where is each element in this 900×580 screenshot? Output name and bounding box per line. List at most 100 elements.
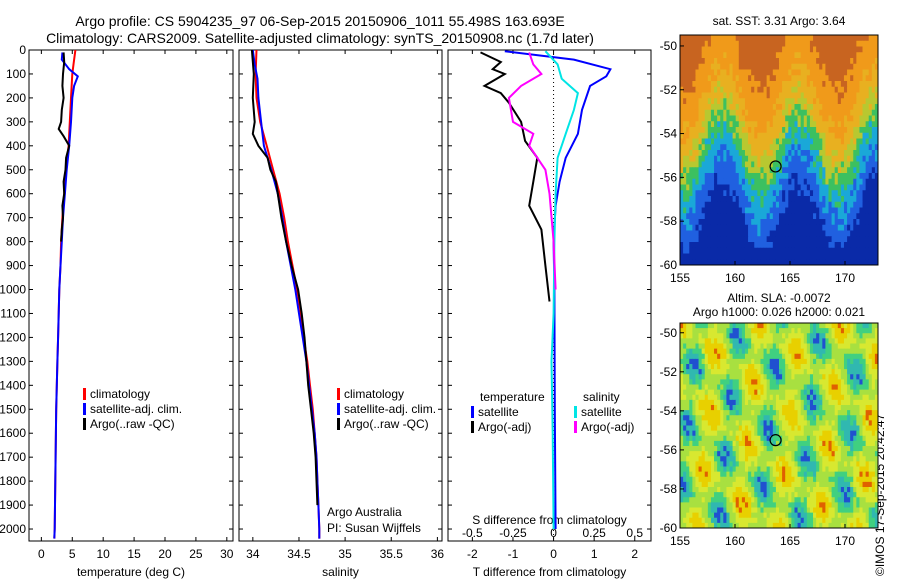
legend-label: climatology — [90, 387, 150, 401]
y-tick-label: 1600 — [0, 426, 26, 440]
legend-label: satellite-adj. clim. — [90, 402, 182, 416]
x-tick-label: 20 — [158, 547, 172, 561]
legend-swatch — [83, 388, 86, 400]
legend-swatch — [337, 403, 340, 415]
y-tick-label: 1300 — [0, 354, 26, 368]
x-axis-label: T difference from climatology — [473, 565, 627, 579]
y-tick-label: -52 — [660, 365, 678, 379]
y-tick-label: 1900 — [0, 498, 26, 512]
x-tick-label: 34.5 — [287, 547, 311, 561]
y-tick-label: 700 — [6, 211, 26, 225]
y-tick-label: -58 — [660, 482, 678, 496]
legend-label: climatology — [344, 387, 404, 401]
x-tick-label: 35 — [338, 547, 352, 561]
s-tick-label: 0.25 — [582, 526, 606, 540]
y-tick-label: 1000 — [0, 283, 26, 297]
legend-label: satellite-adj. clim. — [344, 402, 436, 416]
argo-position-marker — [769, 160, 782, 173]
y-tick-label: 100 — [6, 67, 26, 81]
x-tick-label: 25 — [189, 547, 203, 561]
x-tick-label: 170 — [835, 271, 855, 285]
chart-title-line2: Climatology: CARS2009. Satellite-adjuste… — [46, 30, 594, 46]
x-tick-label: 0 — [38, 547, 45, 561]
x-tick-label: 15 — [127, 547, 141, 561]
series-line-salinity-argo-adj- — [507, 52, 557, 290]
legend-swatch — [337, 388, 340, 400]
y-tick-label: -50 — [660, 326, 678, 340]
y-tick-label: -56 — [660, 170, 678, 184]
x-tick-label: 30 — [220, 547, 234, 561]
legend-swatch — [471, 421, 474, 433]
y-tick-label: 500 — [6, 163, 26, 177]
series-line-salinity-satellite — [544, 50, 580, 530]
y-tick-label: 900 — [6, 259, 26, 273]
x-tick-label: -1 — [508, 547, 519, 561]
profile-panel-salinity: 34 34.5 35 35.5 36 salinity climatologysatelli… — [238, 49, 445, 579]
chart-title-line1: Argo profile: CS 5904235_97 06-Sep-2015 … — [75, 13, 565, 29]
x-tick-label: 0 — [550, 547, 557, 561]
s-tick-label: -0.5 — [462, 526, 483, 540]
s-tick-label: 0.5 — [626, 526, 643, 540]
series-line-argo-raw-qc- — [57, 52, 71, 242]
x-tick-label: 155 — [670, 534, 690, 548]
x-tick-label: 165 — [780, 271, 800, 285]
legend-label: Argo(..raw -QC) — [344, 417, 429, 431]
legend-swatch — [574, 421, 577, 433]
annotation-argo-australia: Argo Australia — [327, 505, 402, 519]
map-panel-sst_map: 155 160 165 170 -50 -52 -54 -56 -58 -60 sat. SST: … — [660, 14, 879, 285]
legend-header-temperature: temperature — [480, 390, 545, 404]
y-tick-label: -50 — [660, 39, 678, 53]
series-line-argo-raw-qc- — [250, 49, 319, 506]
s-axis-label: S difference from climatology — [472, 513, 627, 527]
plot-frame — [28, 49, 234, 542]
x-tick-label: 36 — [431, 547, 445, 561]
annotation-pi: PI: Susan Wijffels — [327, 521, 421, 535]
x-axis-label: temperature (deg C) — [77, 565, 185, 579]
legend-swatch — [337, 418, 340, 430]
y-tick-label: -52 — [660, 83, 678, 97]
x-tick-label: -2 — [467, 547, 478, 561]
map-title-sla-line1: Altim. SLA: -0.0072 — [727, 291, 831, 305]
map-panel-sla_map: 155 160 165 170 -50 -52 -54 -56 -58 -60 Altim. SLA… — [660, 291, 879, 548]
x-tick-label: 160 — [725, 271, 745, 285]
x-tick-label: 10 — [97, 547, 111, 561]
x-tick-label: 165 — [780, 534, 800, 548]
legend-label: Argo(..raw -QC) — [90, 417, 175, 431]
profile-panel-difference: -2 -1 0 1 2 T difference from climatology -0.5… — [447, 49, 652, 579]
legend-label: Argo(-adj) — [478, 420, 531, 434]
y-tick-label: -58 — [660, 214, 678, 228]
y-tick-label: -56 — [660, 443, 678, 457]
y-tick-label: 800 — [6, 235, 26, 249]
y-tick-label: 0 — [19, 43, 26, 57]
y-tick-label: 400 — [6, 139, 26, 153]
y-tick-label: 600 — [6, 187, 26, 201]
argo-position-marker — [769, 434, 782, 447]
plot-frame — [238, 49, 443, 542]
y-tick-label: -54 — [660, 404, 678, 418]
x-axis-label: salinity — [322, 565, 359, 579]
legend-swatch — [574, 406, 577, 418]
heatmap-cells — [680, 323, 879, 529]
legend-label: satellite — [478, 405, 519, 419]
x-tick-label: 1 — [591, 547, 598, 561]
s-tick-label: 0 — [550, 526, 557, 540]
x-tick-label: 170 — [835, 534, 855, 548]
y-tick-label: 1700 — [0, 450, 26, 464]
heatmap-cells — [680, 35, 879, 266]
map-title-sla-line2: Argo h1000: 0.026 h2000: 0.021 — [693, 305, 865, 319]
legend-label: Argo(-adj) — [581, 420, 634, 434]
y-tick-label: -54 — [660, 127, 678, 141]
series-line-satellite-adj-clim- — [53, 52, 79, 539]
y-tick-label: 1200 — [0, 330, 26, 344]
y-tick-label: 300 — [6, 115, 26, 129]
y-tick-label: 1100 — [0, 306, 26, 320]
x-tick-label: 5 — [69, 547, 76, 561]
y-tick-label: 1800 — [0, 474, 26, 488]
legend-swatch — [83, 418, 86, 430]
series-line-temperature-argo-adj- — [480, 51, 551, 302]
legend-swatch — [83, 403, 86, 415]
x-tick-label: 155 — [670, 271, 690, 285]
x-tick-label: 160 — [725, 534, 745, 548]
profile-panel-temperature: 0100200300400500600700800900100011001200… — [0, 43, 234, 579]
